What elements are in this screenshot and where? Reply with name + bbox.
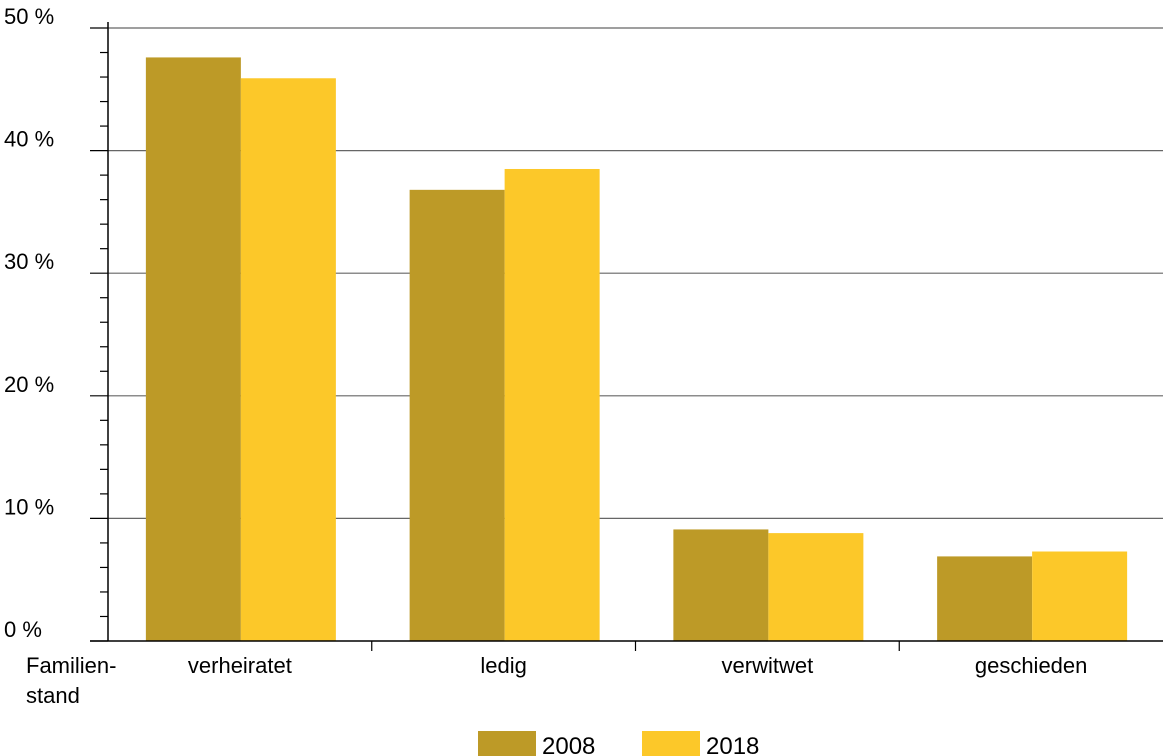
y-tick-label-30: 30 % <box>4 249 54 274</box>
axes <box>90 22 1163 642</box>
legend-label-2018: 2018 <box>706 733 759 756</box>
y-tick-label-40: 40 % <box>4 127 54 152</box>
legend-label-2008: 2008 <box>542 733 595 756</box>
y-tick-label-20: 20 % <box>4 372 54 397</box>
bar-2018-verheiratet <box>240 78 336 642</box>
legend-swatch-2008 <box>478 731 536 756</box>
y-tick-label-50: 50 % <box>4 4 54 29</box>
y-tick-label-10: 10 % <box>4 494 54 519</box>
y-tick-label-0: 0 % <box>4 617 42 642</box>
legend: 2008 2018 <box>478 731 759 756</box>
x-category-label-geschieden: geschieden <box>975 653 1088 678</box>
x-category-label-verwitwet: verwitwet <box>722 653 814 678</box>
bar-2018-ledig <box>504 168 600 642</box>
x-category-label-ledig: ledig <box>480 653 526 678</box>
bar-2008-verwitwet <box>673 529 769 641</box>
bar-2008-ledig <box>409 189 505 641</box>
bar-2018-verwitwet <box>768 533 864 641</box>
bar-2008-geschieden <box>937 556 1033 641</box>
y-axis-ticks: 0 % 10 % 20 % 30 % 40 % 50 % <box>4 4 108 642</box>
bar-2018-geschieden <box>1032 551 1128 641</box>
legend-swatch-2018 <box>642 731 700 756</box>
x-axis-label-line-1: Familien- <box>26 653 116 678</box>
x-axis-label: Familien-stand <box>26 653 116 708</box>
bar-2008-verheiratet <box>145 57 241 641</box>
x-axis-categories: verheiratet ledig verwitwet geschieden <box>188 641 1088 678</box>
x-category-label-verheiratet: verheiratet <box>188 653 292 678</box>
x-axis-label-line-2: stand <box>26 683 80 708</box>
bars <box>145 57 1128 642</box>
